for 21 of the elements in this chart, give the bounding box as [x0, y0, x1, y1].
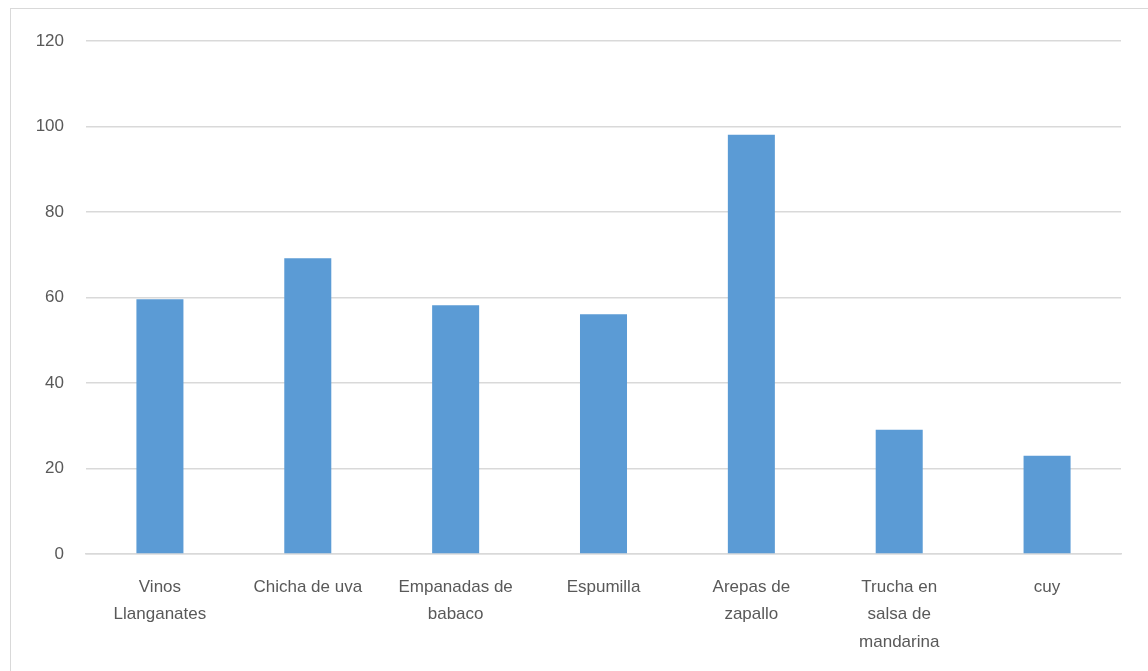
y-tick-label: 0 [54, 543, 64, 563]
x-tick-label: Vinos Llanganates [113, 577, 207, 624]
y-tick-label: 20 [45, 458, 64, 478]
y-tick-label: 80 [45, 201, 64, 221]
y-tick-label: 60 [45, 287, 64, 307]
y-tick-label: 120 [35, 30, 64, 50]
x-tick-label: Chicha de uva [253, 577, 363, 597]
x-tick-label: Trucha en salsa de mandarina [859, 577, 940, 651]
y-tick-label: 100 [35, 116, 64, 136]
bar [432, 305, 480, 554]
bar [1023, 455, 1071, 554]
y-tick-label: 40 [45, 372, 64, 392]
bar [727, 134, 775, 554]
x-tick-label: Espumilla [566, 577, 641, 597]
x-tick-label: Arepas de zapallo [712, 577, 791, 624]
x-tick-label: Empanadas de babaco [398, 577, 513, 624]
bar [875, 429, 923, 554]
x-tick-label: cuy [1033, 577, 1061, 597]
bar [136, 299, 184, 554]
bar [284, 258, 332, 554]
bar [579, 314, 628, 554]
